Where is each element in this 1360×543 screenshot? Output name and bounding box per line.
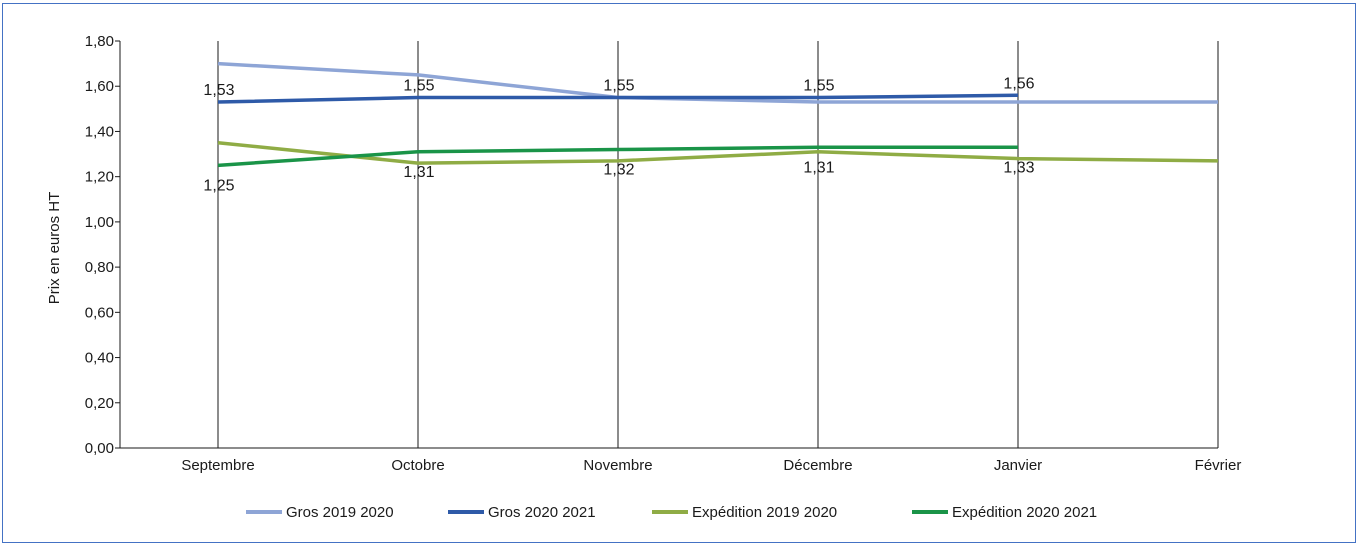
data-label: 1,25 <box>203 177 234 194</box>
legend-label: Expédition 2020 2021 <box>952 504 1097 521</box>
x-tick-label: Janvier <box>994 457 1042 474</box>
data-label: 1,55 <box>603 78 634 95</box>
y-tick-label: 0,00 <box>85 440 114 457</box>
data-label: 1,53 <box>203 82 234 99</box>
y-tick-label: 0,40 <box>85 350 114 367</box>
x-tick-label: Octobre <box>391 457 444 474</box>
data-label: 1,31 <box>403 164 434 181</box>
data-label: 1,33 <box>1003 159 1034 176</box>
data-label-layer: 1,53 1,55 1,55 1,55 1,56 1,25 1,31 1,32 1,31 1,33 <box>203 75 1034 194</box>
series-layer <box>218 64 1218 166</box>
y-tick-label: 0,60 <box>85 304 114 321</box>
y-tick-label: 0,80 <box>85 259 114 276</box>
x-tick-label: Septembre <box>181 457 254 474</box>
y-tick-label: 1,60 <box>85 78 114 95</box>
legend-label: Gros 2020 2021 <box>488 504 596 521</box>
x-tick-label: Décembre <box>783 457 852 474</box>
y-tick-label: 1,40 <box>85 123 114 140</box>
legend: Gros 2019 2020 Gros 2020 2021 Expédition 2… <box>246 504 1097 521</box>
y-tick-label: 1,80 <box>85 33 114 50</box>
data-label: 1,31 <box>803 159 834 176</box>
y-tick-label: 0,20 <box>85 395 114 412</box>
data-label: 1,55 <box>403 78 434 95</box>
legend-label: Expédition 2019 2020 <box>692 504 837 521</box>
y-axis-title: Prix en euros HT <box>46 192 63 305</box>
data-label: 1,55 <box>803 78 834 95</box>
y-tick-label: 1,20 <box>85 169 114 186</box>
x-tick-label: Novembre <box>583 457 652 474</box>
y-tick-label: 1,00 <box>85 214 114 231</box>
data-label: 1,56 <box>1003 75 1034 92</box>
data-label: 1,32 <box>603 162 634 179</box>
series-line-3 <box>218 143 1218 163</box>
x-tick-label: Février <box>1195 457 1242 474</box>
legend-label: Gros 2019 2020 <box>286 504 394 521</box>
